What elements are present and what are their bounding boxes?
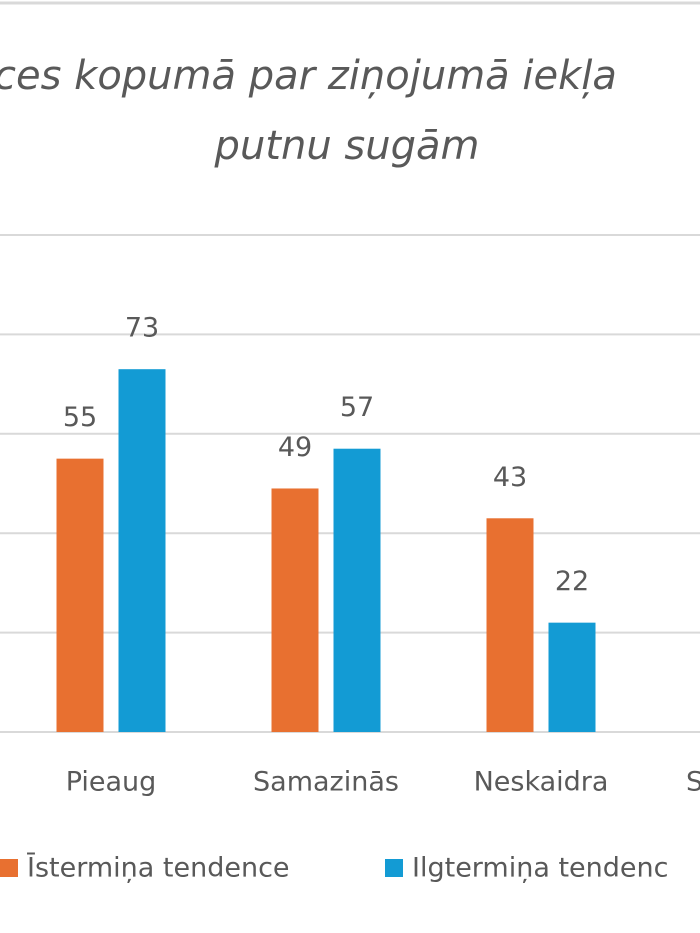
chart-title: ces kopumā par ziņojumā iekļa bbox=[0, 53, 617, 100]
data-label: 57 bbox=[340, 392, 374, 423]
legend-label: Ilgtermiņa tendenc bbox=[412, 853, 669, 884]
data-label: 55 bbox=[63, 402, 97, 433]
x-tick-label: Pieaug bbox=[66, 767, 157, 798]
chart-title: putnu sugām bbox=[214, 123, 480, 169]
data-label: 43 bbox=[493, 462, 527, 493]
bar bbox=[548, 622, 596, 732]
x-tick-label: Neskaidra bbox=[474, 767, 609, 798]
data-label: 73 bbox=[125, 313, 159, 344]
chart-border bbox=[0, 1, 700, 5]
legend-label: Īstermiņa tendence bbox=[27, 853, 290, 884]
data-label: 22 bbox=[555, 566, 589, 597]
bar bbox=[56, 458, 104, 732]
bar bbox=[486, 518, 534, 732]
data-label: 49 bbox=[278, 432, 312, 463]
bar bbox=[118, 369, 166, 732]
legend-swatch bbox=[0, 859, 18, 877]
legend-swatch bbox=[385, 859, 403, 877]
x-tick-label: S bbox=[686, 767, 700, 798]
x-tick-label: Samazinās bbox=[253, 767, 399, 798]
bar bbox=[271, 488, 319, 732]
bar bbox=[333, 448, 381, 732]
